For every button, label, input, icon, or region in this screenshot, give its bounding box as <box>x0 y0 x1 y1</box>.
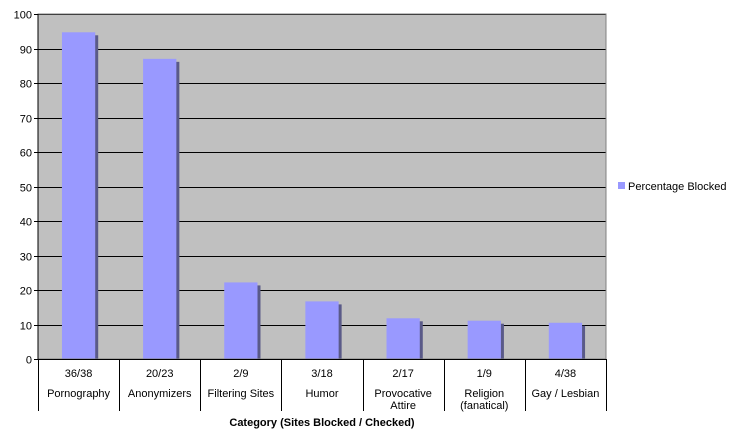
x-tick-fraction: 4/38 <box>555 368 576 380</box>
y-tick-label: 50 <box>20 183 32 195</box>
x-tick-label: (fanatical) <box>460 400 508 412</box>
x-tick-fraction: 2/17 <box>392 368 413 380</box>
bars <box>61 32 586 359</box>
x-tick-label: Humor <box>305 388 338 400</box>
y-tick-label: 10 <box>20 321 32 333</box>
y-tick-label: 100 <box>14 10 32 22</box>
x-tick-label: Gay / Lesbian <box>531 388 599 400</box>
bar <box>143 58 177 359</box>
x-tick-fraction: 3/18 <box>311 368 332 380</box>
bar <box>305 301 339 359</box>
x-tick-fraction: 1/9 <box>477 368 492 380</box>
bar <box>61 32 96 359</box>
x-tick-label: Religion <box>464 388 504 400</box>
bar <box>548 322 583 359</box>
x-tick-label: Provocative <box>374 388 431 400</box>
bar <box>224 282 258 359</box>
legend-label: Percentage Blocked <box>628 181 726 193</box>
x-tick-label: Filtering Sites <box>208 388 275 400</box>
y-tick-label: 60 <box>20 148 32 160</box>
legend-swatch <box>618 182 625 189</box>
y-tick-label: 20 <box>20 286 32 298</box>
y-tick-label: 30 <box>20 252 32 264</box>
y-tick-label: 90 <box>20 45 32 57</box>
y-tick-label: 80 <box>20 79 32 91</box>
bar <box>386 318 420 359</box>
x-tick-label: Pornography <box>47 388 110 400</box>
bar <box>467 320 501 359</box>
x-tick-label: Anonymizers <box>128 388 192 400</box>
y-axis-ticks: 0 10 20 30 40 50 60 70 80 90 100 <box>14 10 38 367</box>
x-tick-fraction: 36/38 <box>65 368 93 380</box>
x-axis-table: 36/38 Pornography 20/23 Anonymizers 2/9 Filte… <box>38 359 607 412</box>
legend: Percentage Blocked <box>618 181 726 193</box>
y-tick-label: 0 <box>26 355 32 367</box>
y-tick-label: 70 <box>20 114 32 126</box>
y-tick-label: 40 <box>20 217 32 229</box>
x-tick-label: Attire <box>390 400 416 412</box>
x-tick-fraction: 20/23 <box>146 368 174 380</box>
x-tick-fraction: 2/9 <box>233 368 248 380</box>
x-axis-title: Category (Sites Blocked / Checked) <box>229 417 415 429</box>
